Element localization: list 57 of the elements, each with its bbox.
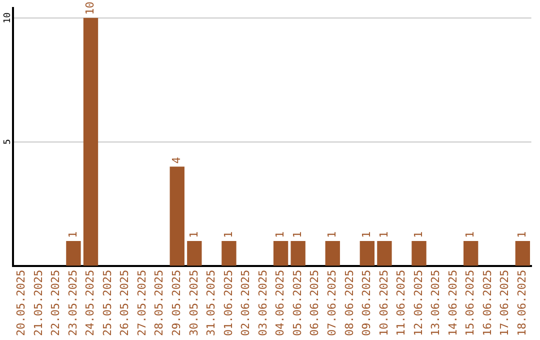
- x-tick-label: 11.06.2025: [394, 270, 408, 336]
- x-tick-label: 20.05.2025: [14, 270, 28, 336]
- bar: [273, 240, 288, 266]
- x-tick-label: 01.06.2025: [222, 270, 235, 336]
- bar: [515, 240, 530, 266]
- x-tick-label: 25.05.2025: [100, 270, 114, 336]
- x-tick-label: 31.05.2025: [204, 270, 218, 336]
- data-label: 1: [290, 231, 304, 238]
- bar: [290, 240, 306, 266]
- bar: [66, 240, 81, 266]
- x-tick-label: 17.06.2025: [498, 270, 512, 336]
- bar: [412, 240, 426, 266]
- x-tick-label: 15.06.2025: [464, 270, 477, 336]
- x-tick-label: 10.06.2025: [377, 270, 390, 336]
- x-tick-label: 28.05.2025: [152, 270, 166, 336]
- data-label: 1: [66, 231, 80, 238]
- data-label: 1: [360, 231, 374, 238]
- data-label: 10: [84, 2, 97, 15]
- bar: [377, 240, 392, 266]
- data-label: 1: [412, 231, 425, 238]
- bar: [463, 240, 478, 266]
- bar: [222, 240, 236, 266]
- x-tick-label: 26.05.2025: [118, 270, 132, 336]
- x-tick-label: 09.06.2025: [360, 270, 374, 336]
- bar: [170, 166, 184, 266]
- y-tick-label: 5: [2, 139, 13, 145]
- x-tick-label: 16.06.2025: [480, 270, 494, 336]
- x-tick-label: 21.05.2025: [32, 270, 45, 336]
- data-label: 1: [325, 231, 338, 238]
- x-tick-label: 27.05.2025: [135, 270, 148, 336]
- x-tick-label: 04.06.2025: [274, 270, 287, 336]
- data-label: 4: [170, 156, 183, 164]
- x-tick-label: 12.06.2025: [412, 270, 425, 336]
- bar: [360, 240, 375, 266]
- bar: [187, 240, 202, 266]
- data-label: 1: [464, 231, 477, 238]
- data-label: 1: [377, 231, 390, 238]
- x-tick-label: 23.05.2025: [66, 270, 80, 336]
- x-tick-label: 02.06.2025: [239, 270, 252, 336]
- x-tick-label: 07.06.2025: [325, 270, 338, 336]
- bar: [325, 240, 340, 266]
- x-tick-label: 08.06.2025: [342, 270, 356, 336]
- x-tick-label: 22.05.2025: [49, 270, 62, 336]
- bar: [83, 18, 98, 266]
- data-label: 1: [222, 231, 235, 238]
- x-tick-label: 06.06.2025: [308, 270, 322, 336]
- x-tick-label: 14.06.2025: [446, 270, 460, 336]
- x-tick-label: 05.06.2025: [290, 270, 304, 336]
- x-tick-label: 13.06.2025: [429, 270, 442, 336]
- data-label: 1: [274, 231, 287, 238]
- data-label: 1: [516, 231, 529, 238]
- data-label: 1: [187, 231, 200, 238]
- x-tick-label: 03.06.2025: [256, 270, 270, 336]
- x-tick-label: 24.05.2025: [84, 270, 97, 336]
- x-tick-label: 29.05.2025: [170, 270, 183, 336]
- x-tick-label: 30.05.2025: [187, 270, 200, 336]
- x-tick-label: 18.06.2025: [516, 270, 529, 336]
